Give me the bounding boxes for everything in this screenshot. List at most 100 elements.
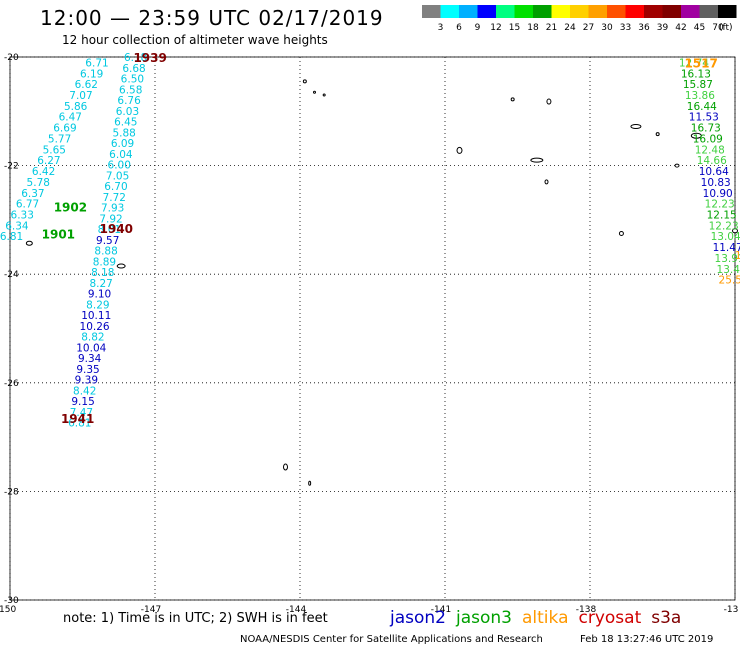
wave-height-label: 6.33 (11, 209, 34, 221)
island-outline (732, 228, 738, 234)
wave-height-label: 11.47 (713, 242, 740, 254)
generated-timestamp: Feb 18 13:27:46 UTC 2019 (580, 634, 714, 645)
colorbar-swatch (625, 5, 644, 18)
wave-height-label: 12.48 (695, 144, 725, 156)
wave-height-label: 6.76 (117, 95, 141, 107)
legend-jason3: jason3 (456, 608, 512, 628)
island-outline (690, 132, 702, 139)
lon-tick-label: -138 (576, 605, 597, 615)
wave-height-label: 9.39 (75, 375, 98, 387)
colorbar-swatch (570, 5, 589, 18)
wave-height-label: 13.86 (685, 90, 715, 102)
wave-height-label: 5.78 (27, 177, 50, 189)
island-outline (544, 179, 549, 185)
wave-height-label: 25.54 (719, 275, 740, 287)
colorbar-swatch (422, 5, 441, 18)
island-outline (308, 480, 312, 486)
wave-height-label: 16.09 (693, 133, 723, 145)
colorbar-swatch (607, 5, 626, 18)
wave-height-label: 6.18 (124, 52, 147, 64)
colorbar-swatch (533, 5, 552, 18)
wave-height-label: 6.77 (16, 199, 39, 211)
wave-height-label: 6.70 (104, 181, 127, 193)
wave-height-label: 6.71 (85, 57, 108, 69)
colorbar-label: 3 (438, 23, 444, 33)
colorbar-label: 30 (601, 23, 613, 33)
colorbar-swatch (496, 5, 515, 18)
island-outline (302, 79, 307, 84)
wave-height-label: 8.42 (73, 385, 96, 397)
colorbar-label: 15 (509, 23, 520, 33)
colorbar-swatch (459, 5, 478, 18)
wave-height-label: 10.90 (703, 188, 733, 200)
colorbar-swatch (681, 5, 700, 18)
wave-height-label: 9.34 (78, 353, 102, 365)
pass-time-label: 1940 (100, 222, 133, 236)
wave-height-label: 16.13 (681, 68, 711, 80)
colorbar-label: 6 (456, 23, 462, 33)
wave-height-label: 14.66 (697, 155, 727, 167)
wave-height-label: 5.77 (48, 133, 71, 145)
wave-height-label: 7.93 (101, 203, 124, 215)
wave-height-label: 7.92 (99, 213, 122, 225)
wave-height-label: 6.42 (32, 166, 55, 178)
island-outline (510, 97, 515, 102)
wave-height-label: 6.81 (0, 231, 23, 243)
colorbar-label: 45 (694, 23, 705, 33)
colorbar-swatch (699, 5, 718, 18)
wave-height-label: 9.35 (76, 364, 99, 376)
legend-altika: altika (522, 608, 569, 628)
wave-height-label: 13.91 (715, 253, 740, 265)
colorbar-swatch (514, 5, 533, 18)
wave-height-label: 11.53 (689, 112, 719, 124)
wave-height-label: 13.04 (711, 231, 740, 243)
wave-height-label: 1. (735, 250, 740, 262)
wave-height-label: 6.37 (21, 188, 44, 200)
lon-tick-label: -150 (0, 605, 16, 615)
wave-height-label: 6.69 (53, 123, 76, 135)
colorbar-swatch (551, 5, 570, 18)
wave-height-label: 6.04 (109, 149, 133, 161)
legend-s3a: s3a (651, 608, 682, 628)
wave-height-label: 6.50 (121, 74, 144, 86)
wave-height-label: 8.01 (98, 224, 121, 236)
island-outline (546, 98, 552, 105)
colorbar-label: 36 (638, 23, 650, 33)
wave-height-label: 5.86 (64, 101, 88, 113)
island-outline (25, 240, 33, 246)
lat-tick-label: -24 (4, 270, 19, 280)
lon-tick-label: -141 (431, 605, 451, 615)
island-outline (530, 157, 544, 163)
colorbar-swatch (662, 5, 681, 18)
wave-height-label: 10.04 (76, 342, 106, 354)
pass-time-label: 1902 (54, 200, 87, 214)
colorbar-label: 18 (527, 23, 539, 33)
satellite-legend: jason2 jason3 altika cryosat s3a (390, 608, 691, 628)
wave-height-label: 10.83 (701, 177, 731, 189)
wave-height-label: 7.72 (103, 192, 126, 204)
footer-note: note: 1) Time is in UTC; 2) SWH is in fe… (63, 611, 328, 626)
colorbar-swatch (440, 5, 459, 18)
wave-height-label: 16.73 (691, 123, 721, 135)
wave-height-label: 15.87 (683, 79, 713, 91)
pass-time-label: 1517 (684, 56, 717, 70)
colorbar-label: 24 (564, 23, 576, 33)
wave-height-label: 12.74 (679, 57, 709, 69)
wave-height-label: 6.19 (80, 68, 103, 80)
wave-height-label: 8.88 (94, 246, 117, 258)
pass-time-label: 1939 (133, 51, 166, 65)
colorbar-label: 33 (620, 23, 631, 33)
wave-height-label: 6.68 (122, 63, 145, 75)
wave-height-label: 5.65 (43, 144, 66, 156)
pass-time-label: 1941 (61, 412, 94, 426)
wave-height-label: 7.05 (106, 170, 129, 182)
page-title: 12:00 — 23:59 UTC 02/17/2019 (40, 6, 384, 30)
wave-height-label: 12.23 (705, 199, 735, 211)
island-outline (313, 90, 316, 94)
island-outline (630, 124, 642, 130)
wave-height-label: 7.47 (70, 407, 93, 419)
colorbar-swatch (718, 5, 737, 18)
wave-height-label: 12.15 (707, 209, 737, 221)
wave-height-label: 6.62 (75, 79, 98, 91)
colorbar: 3 6 9 12 15 18 21 24 27 30 33 36 39 42 45 70(ft) (422, 5, 737, 33)
